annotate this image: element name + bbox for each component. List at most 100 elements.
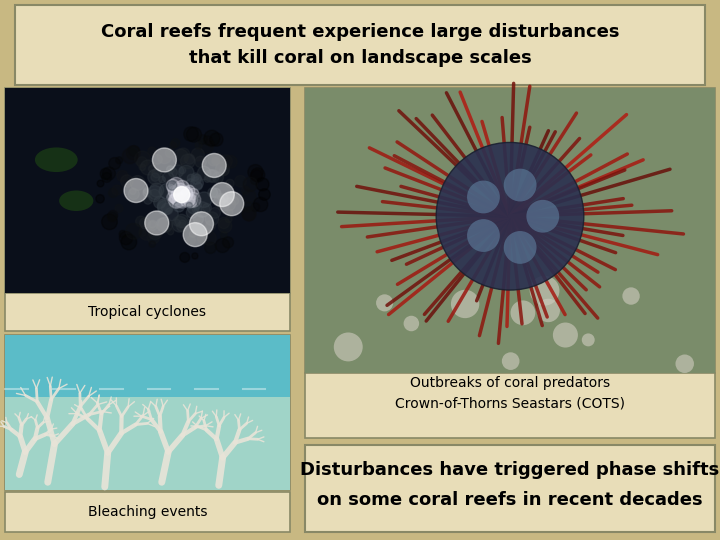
Circle shape bbox=[218, 219, 232, 233]
Circle shape bbox=[175, 191, 187, 203]
Circle shape bbox=[242, 186, 250, 194]
Circle shape bbox=[205, 212, 219, 226]
Circle shape bbox=[211, 188, 221, 198]
Circle shape bbox=[243, 202, 253, 212]
Circle shape bbox=[143, 188, 151, 197]
Circle shape bbox=[175, 214, 189, 228]
Circle shape bbox=[530, 276, 559, 306]
Circle shape bbox=[179, 193, 188, 202]
Circle shape bbox=[251, 170, 263, 181]
Circle shape bbox=[195, 142, 202, 149]
Circle shape bbox=[436, 143, 584, 290]
Circle shape bbox=[102, 167, 115, 180]
Circle shape bbox=[165, 207, 179, 221]
Circle shape bbox=[526, 200, 559, 233]
Circle shape bbox=[208, 188, 217, 198]
Bar bbox=[5, 397, 290, 490]
Circle shape bbox=[176, 186, 184, 193]
Circle shape bbox=[173, 194, 185, 207]
Circle shape bbox=[166, 179, 179, 192]
Bar bbox=[305, 373, 715, 438]
Circle shape bbox=[139, 164, 145, 171]
Circle shape bbox=[212, 172, 223, 183]
Circle shape bbox=[140, 218, 150, 229]
Circle shape bbox=[199, 139, 214, 153]
Circle shape bbox=[153, 148, 176, 172]
Circle shape bbox=[204, 176, 210, 183]
Circle shape bbox=[220, 194, 228, 202]
Circle shape bbox=[148, 169, 163, 185]
Circle shape bbox=[207, 170, 220, 183]
Circle shape bbox=[107, 212, 117, 222]
Circle shape bbox=[178, 191, 185, 198]
Circle shape bbox=[174, 185, 189, 201]
Circle shape bbox=[129, 146, 139, 157]
Circle shape bbox=[504, 231, 536, 264]
Circle shape bbox=[178, 190, 190, 202]
Circle shape bbox=[189, 212, 213, 236]
Circle shape bbox=[179, 196, 186, 203]
Circle shape bbox=[210, 183, 234, 207]
Circle shape bbox=[675, 354, 694, 373]
Circle shape bbox=[143, 195, 153, 204]
Bar bbox=[5, 335, 290, 397]
Circle shape bbox=[553, 322, 578, 348]
Circle shape bbox=[204, 170, 217, 182]
Circle shape bbox=[140, 160, 156, 175]
Circle shape bbox=[194, 202, 210, 217]
Circle shape bbox=[102, 214, 117, 230]
Circle shape bbox=[179, 220, 186, 227]
Circle shape bbox=[243, 190, 256, 203]
Circle shape bbox=[225, 156, 237, 168]
Circle shape bbox=[116, 157, 122, 164]
Circle shape bbox=[208, 141, 215, 147]
Circle shape bbox=[174, 188, 189, 203]
Circle shape bbox=[189, 231, 196, 237]
Circle shape bbox=[220, 166, 229, 176]
Circle shape bbox=[214, 195, 225, 207]
Circle shape bbox=[167, 192, 178, 203]
Circle shape bbox=[242, 207, 256, 221]
Circle shape bbox=[130, 176, 145, 191]
Circle shape bbox=[130, 188, 136, 194]
Circle shape bbox=[173, 149, 189, 165]
Circle shape bbox=[404, 316, 419, 331]
Circle shape bbox=[168, 181, 177, 190]
Circle shape bbox=[376, 294, 393, 312]
Circle shape bbox=[174, 201, 184, 212]
Circle shape bbox=[181, 190, 187, 195]
Circle shape bbox=[109, 188, 118, 198]
Circle shape bbox=[174, 187, 189, 202]
Circle shape bbox=[156, 218, 169, 231]
Bar bbox=[5, 88, 290, 293]
Circle shape bbox=[215, 239, 230, 253]
Circle shape bbox=[220, 192, 244, 215]
Text: Coral reefs frequent experience large disturbances: Coral reefs frequent experience large di… bbox=[101, 23, 619, 41]
Text: Tropical cyclones: Tropical cyclones bbox=[89, 305, 207, 319]
Circle shape bbox=[153, 197, 166, 208]
Circle shape bbox=[126, 146, 140, 160]
Circle shape bbox=[126, 224, 142, 239]
Circle shape bbox=[184, 154, 194, 164]
Circle shape bbox=[187, 236, 195, 244]
Circle shape bbox=[169, 197, 176, 202]
Circle shape bbox=[150, 183, 163, 197]
Circle shape bbox=[208, 154, 220, 166]
Circle shape bbox=[192, 204, 202, 214]
Circle shape bbox=[158, 177, 166, 183]
Circle shape bbox=[582, 333, 595, 346]
Circle shape bbox=[220, 231, 228, 238]
Circle shape bbox=[121, 234, 137, 250]
Circle shape bbox=[152, 169, 161, 178]
Circle shape bbox=[251, 168, 265, 182]
Circle shape bbox=[137, 157, 148, 167]
Circle shape bbox=[167, 185, 175, 193]
Circle shape bbox=[159, 183, 175, 199]
Circle shape bbox=[157, 149, 172, 164]
Circle shape bbox=[186, 192, 201, 207]
Circle shape bbox=[151, 173, 159, 181]
Bar bbox=[15, 5, 705, 85]
Circle shape bbox=[176, 222, 186, 231]
Circle shape bbox=[170, 142, 176, 149]
Circle shape bbox=[504, 168, 536, 201]
